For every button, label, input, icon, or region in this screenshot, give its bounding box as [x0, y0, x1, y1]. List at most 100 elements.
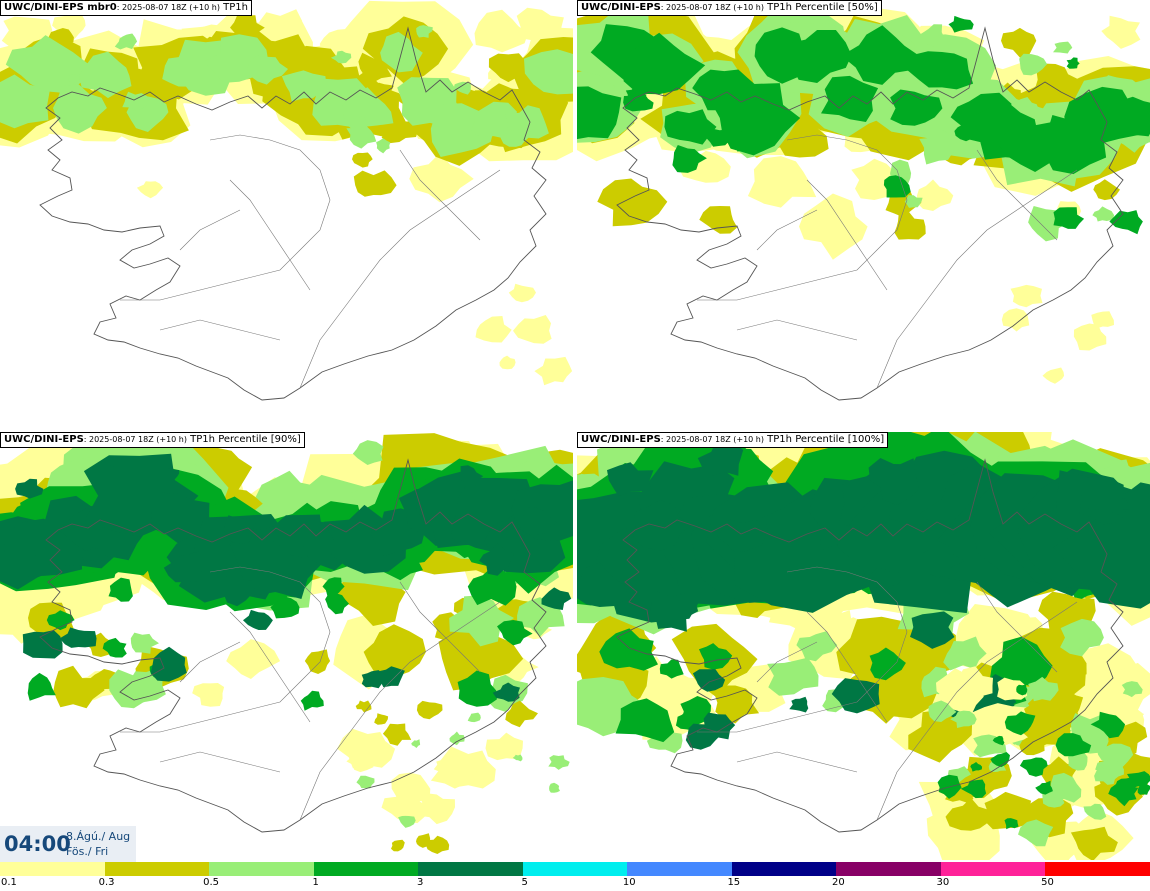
precip-cell — [906, 51, 974, 90]
precip-cell — [122, 91, 149, 111]
precip-cell — [1001, 308, 1030, 332]
road-line — [876, 601, 1078, 821]
precip-cell — [500, 129, 531, 147]
precip-cell — [945, 797, 992, 831]
precip-cell — [954, 120, 978, 142]
precip-cell — [59, 627, 97, 648]
precip-cell — [767, 657, 819, 696]
precip-cell — [82, 547, 104, 563]
road-line — [806, 611, 888, 723]
legend-swatch — [1045, 862, 1150, 876]
legend-swatch — [522, 862, 629, 876]
map-panel-p100: UWC/DINI-EPS: 2025-08-07 18Z (+10 h) TP1… — [577, 432, 1150, 860]
precip-cell — [107, 456, 124, 469]
precip-cell — [220, 575, 255, 607]
precip-cell — [1028, 676, 1059, 702]
precip-cell — [1096, 743, 1134, 769]
precip-cell — [300, 690, 324, 711]
legend-label: 3 — [416, 877, 424, 888]
panel-title: UWC/DINI-EPS mbr0: 2025-08-07 18Z (+10 h… — [0, 0, 252, 16]
precip-cell — [664, 109, 717, 145]
precip-cell — [868, 568, 902, 593]
precip-cell — [417, 793, 455, 825]
precip-cell — [672, 145, 707, 173]
precip-cell — [831, 678, 880, 714]
precip-cell — [914, 540, 965, 578]
precip-cell — [479, 543, 515, 576]
precip-cell — [355, 700, 372, 713]
legend-swatch — [418, 862, 524, 876]
precip-cell — [150, 646, 187, 682]
precip-cell — [1004, 818, 1019, 830]
precip-southeast — [337, 700, 570, 854]
panel-title-model: UWC/DINI-EPS mbr0 — [4, 2, 117, 13]
precip-cell — [109, 669, 161, 709]
precip-cell — [1055, 733, 1092, 757]
precip-cell — [467, 567, 517, 606]
precip-cell — [1042, 789, 1067, 808]
precip-cell — [1091, 311, 1114, 329]
precip-cell — [15, 478, 44, 499]
precip-cell — [541, 587, 572, 610]
precip-cell — [1004, 711, 1036, 736]
precip-cell — [352, 116, 370, 129]
precip-cell — [130, 632, 159, 654]
precip-cell — [989, 636, 1053, 692]
precip-cell — [717, 518, 769, 552]
precip-cell — [908, 709, 973, 763]
precip-cell — [1082, 662, 1150, 716]
precip-cell — [799, 193, 868, 260]
precip-cell — [457, 670, 497, 707]
precip-cell — [226, 639, 281, 679]
precip-cell — [474, 9, 528, 53]
precip-cell — [699, 643, 733, 670]
precip-cell — [936, 668, 972, 698]
precip-cell — [281, 70, 327, 102]
precip-cell — [727, 130, 760, 152]
precip-cell — [943, 636, 987, 671]
precip-southeast — [908, 662, 1150, 860]
precip-cell — [382, 723, 412, 746]
precip-cell — [1010, 284, 1043, 308]
precip-cell — [411, 739, 421, 748]
coastline — [616, 26, 1124, 401]
precip-cell — [508, 283, 536, 303]
road-line — [876, 169, 1078, 389]
precip-cell — [1034, 63, 1080, 99]
precip-cell — [984, 791, 1032, 830]
precip-cell — [992, 735, 1005, 746]
valid-weekday-line: Fös./ Fri — [66, 845, 109, 858]
precip-cell — [108, 577, 133, 602]
precip-cell — [492, 682, 520, 702]
precip-cell — [304, 649, 331, 674]
panel-title: UWC/DINI-EPS: 2025-08-07 18Z (+10 h) TP1… — [577, 432, 889, 448]
precip-cell — [1053, 207, 1085, 229]
precip-cell — [488, 53, 534, 83]
precip-cell — [633, 500, 692, 551]
precip-cell — [919, 128, 962, 165]
precip-cell — [346, 122, 377, 149]
precip-cell — [708, 83, 801, 156]
precip-cell — [894, 211, 926, 240]
legend-label: 0.5 — [203, 877, 220, 888]
precip-cell — [1109, 210, 1143, 235]
precip-cell — [599, 628, 658, 671]
map-panel-p50: UWC/DINI-EPS: 2025-08-07 18Z (+10 h) TP1… — [577, 0, 1150, 428]
road-line — [399, 149, 481, 241]
precip-cell — [607, 462, 654, 497]
precip-cell — [0, 74, 50, 129]
panel-title: UWC/DINI-EPS: 2025-08-07 18Z (+10 h) TP1… — [577, 0, 882, 16]
precip-cell — [192, 683, 225, 707]
panel-title-run: : 2025-08-07 18Z (+10 h) — [660, 3, 764, 12]
legend-swatch — [209, 862, 315, 876]
road-line — [976, 581, 1058, 673]
precip-cell — [485, 732, 523, 761]
panel-title-model: UWC/DINI-EPS — [4, 434, 84, 445]
precip-cell — [325, 593, 350, 615]
precip-cell — [623, 94, 654, 112]
precip-cell — [1094, 767, 1119, 785]
panel-title-model: UWC/DINI-EPS — [581, 434, 661, 445]
precip-cell — [910, 611, 955, 649]
precip-cell — [1038, 591, 1096, 637]
precip-cell — [1092, 206, 1115, 222]
